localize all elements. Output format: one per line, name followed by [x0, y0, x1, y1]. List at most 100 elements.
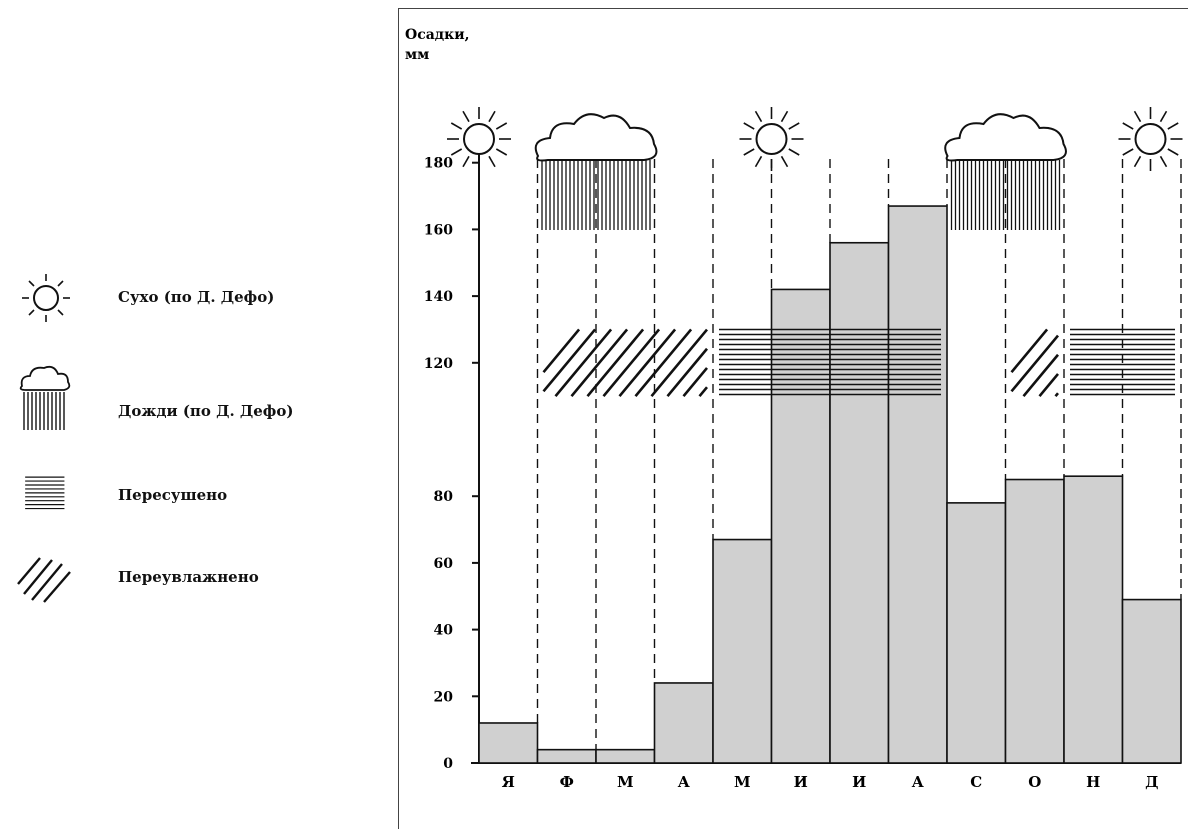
- x-tick-label: Н: [1086, 773, 1100, 791]
- bar-4: [712, 538, 773, 764]
- x-tick-label: А: [678, 773, 691, 791]
- hatch-line: [682, 367, 708, 397]
- sun-ray: [1122, 122, 1134, 130]
- overdried-hatch: [1070, 328, 1175, 396]
- sun-ray: [450, 148, 463, 156]
- sun-ray: [488, 155, 496, 168]
- y-tick-label: 60: [434, 556, 454, 572]
- sun-icon: [739, 107, 804, 171]
- sun-icon: [1118, 107, 1183, 171]
- y-tick-label: 20: [434, 689, 454, 705]
- y-tick-label: 140: [424, 289, 453, 305]
- x-tick-label: М: [734, 773, 751, 791]
- cloud-shape: [944, 113, 1067, 162]
- legend: Сухо (по Д. Дефо) Дожди (по Д. Дефо): [0, 0, 360, 816]
- sun-ray: [743, 148, 755, 156]
- hatch-line: [542, 328, 597, 393]
- legend-label-rain: Дожди (по Д. Дефо): [118, 402, 294, 420]
- hatch-line: [586, 328, 645, 397]
- sun-ray: [488, 110, 496, 123]
- sun-ray: [495, 148, 508, 156]
- hatch-line: [618, 328, 677, 397]
- diagonal-hatch-icon: [17, 557, 71, 603]
- y-tick-label: 0: [443, 756, 453, 772]
- y-tick-label: 180: [424, 156, 453, 172]
- sun-disc: [755, 123, 788, 155]
- sun-icon: [447, 107, 511, 171]
- legend-item-overdried: Пересушено: [12, 474, 227, 518]
- y-tick-label: 120: [424, 356, 453, 372]
- bar-11: [1121, 598, 1182, 764]
- x-tick-label: И: [852, 773, 866, 791]
- sun-ray: [754, 155, 763, 168]
- hatch-line: [1010, 328, 1049, 373]
- bar-0: [478, 722, 539, 764]
- rain-cloud-icon: [534, 113, 658, 230]
- hatch-line: [1054, 392, 1059, 397]
- sun-ray: [1122, 148, 1134, 156]
- legend-label-overwet: Переувлажнено: [118, 568, 259, 586]
- x-tick-label: А: [912, 773, 925, 791]
- hatch-line: [542, 328, 581, 373]
- bar-10: [1063, 475, 1124, 764]
- sun-ray: [1167, 122, 1179, 130]
- rain-cloud-icon: [944, 113, 1067, 230]
- bar-3: [653, 682, 714, 764]
- sun-disc: [1134, 123, 1167, 155]
- legend-item-dry: Сухо (по Д. Дефо): [12, 270, 274, 326]
- hatch-line: [698, 386, 708, 397]
- x-tick-label: О: [1028, 773, 1041, 791]
- hatch-line: [602, 328, 661, 397]
- y-tick-label: 160: [424, 222, 453, 238]
- sun-ray: [462, 110, 470, 123]
- sun-ray: [754, 110, 763, 123]
- sun-ray: [1159, 155, 1168, 168]
- legend-item-rain: Дожди (по Д. Дефо): [12, 362, 293, 434]
- x-tick-label: М: [617, 773, 634, 791]
- legend-label-overdried: Пересушено: [118, 486, 228, 504]
- x-tick-label: С: [970, 773, 982, 791]
- overdried-hatch: [719, 328, 941, 396]
- hatch-line: [1022, 353, 1059, 397]
- hatch-line: [650, 328, 708, 397]
- chart-frame: Осадки, мм 0 20 40 60 80 120 140 160 180 Я Ф М А М И И А С О…: [398, 8, 1188, 829]
- hatch-line: [570, 328, 629, 397]
- x-tick-label: Д: [1145, 773, 1158, 791]
- bar-6: [829, 241, 890, 764]
- legend-item-overwet: Переувлажнено: [12, 550, 259, 606]
- sun-icon: [22, 274, 70, 322]
- bar-9: [1004, 478, 1065, 764]
- hatch-line: [634, 328, 693, 397]
- rain-cloud-icon: [19, 365, 71, 430]
- overwet-hatch: [1010, 328, 1059, 397]
- x-tick-label: Я: [502, 773, 515, 791]
- bar-8: [946, 502, 1007, 764]
- y-axis-unit: мм: [405, 47, 429, 63]
- sun-ray: [495, 122, 508, 130]
- sun-ray: [1133, 110, 1142, 123]
- sun-ray: [450, 122, 463, 130]
- cloud-shape: [534, 113, 658, 162]
- hatch-line: [1010, 334, 1059, 393]
- y-tick-label: 40: [434, 623, 454, 639]
- overwet-hatch: [542, 328, 708, 397]
- y-axis-title: Осадки,: [405, 27, 470, 43]
- sun-ray: [743, 122, 755, 130]
- sun-ray: [788, 122, 800, 130]
- hatch-line: [554, 328, 613, 397]
- y-tick-label: 80: [434, 489, 454, 505]
- bar-2: [595, 748, 656, 764]
- bar-1: [536, 748, 597, 764]
- sun-ray: [1133, 155, 1142, 168]
- legend-label-dry: Сухо (по Д. Дефо): [118, 288, 275, 306]
- sun-ray: [462, 155, 470, 168]
- hatch-line: [666, 347, 708, 397]
- horizontal-hatch-icon: [25, 476, 65, 510]
- sun-ray: [788, 148, 800, 156]
- hatch-line: [1038, 373, 1059, 397]
- sun-ray: [1167, 148, 1179, 156]
- bar-7: [887, 205, 948, 764]
- precipitation-chart: Осадки, мм 0 20 40 60 80 120 140 160 180 Я Ф М А М И И А С О…: [405, 27, 1183, 791]
- sun-ray: [780, 155, 789, 168]
- sun-disc: [463, 123, 495, 155]
